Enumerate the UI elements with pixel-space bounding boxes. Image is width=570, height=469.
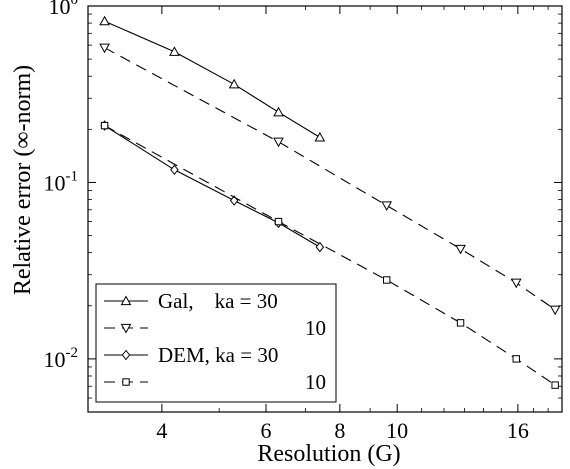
series-line [104,47,556,311]
data-point [273,137,284,148]
legend-box [95,283,337,403]
plot-frame [87,5,563,413]
axis-ticks: 4 6 8 10 16 100 10-1 10-2 [44,0,563,443]
legend-marker [120,295,132,306]
legend-marker [120,323,132,334]
x-tick-label: 4 [156,418,167,443]
y-tick-label: 100 [49,0,79,19]
x-tick-label: 10 [386,418,408,443]
data-point [170,164,179,176]
series-4 [100,121,559,389]
legend-marker [122,378,130,386]
x-tick-label: 8 [334,418,345,443]
y-tick-label: 10-2 [44,345,79,372]
data-point [100,121,109,130]
data-point [169,46,180,56]
data-point [512,355,520,363]
data-point [382,276,391,284]
legend-label: 10 [305,316,326,340]
data-point [455,244,466,255]
data-point [273,106,284,117]
legend-label: DEM, ka = 30 [158,343,278,367]
data-point [551,381,559,389]
series-1 [99,15,326,142]
y-axis-label: Relative error (∞-norm) [10,65,36,295]
data-point [99,43,110,54]
x-axis-label: Resolution (G) [257,441,400,467]
legend-label: Gal, ka = 30 [158,289,278,313]
data-point [228,78,240,89]
data-point [315,241,325,253]
x-tick-label: 6 [260,418,271,443]
data-point [549,305,561,316]
data-point [381,201,393,212]
x-tick-label: 16 [507,418,529,443]
series-layer [99,15,561,389]
data-point [510,278,522,289]
data-point [314,131,326,142]
legend: Gal, ka = 30 10 DEM, ka = 30 10 [95,283,337,403]
legend-marker [121,349,131,361]
series-line [104,125,556,386]
series-3 [100,120,325,253]
data-point [456,319,465,327]
y-tick-label: 10-1 [44,168,79,195]
series-line [104,20,321,138]
axes-frame [87,5,563,413]
series-2 [99,43,561,316]
data-point [99,15,110,26]
data-point [274,217,283,226]
legend-label: 10 [305,370,326,394]
